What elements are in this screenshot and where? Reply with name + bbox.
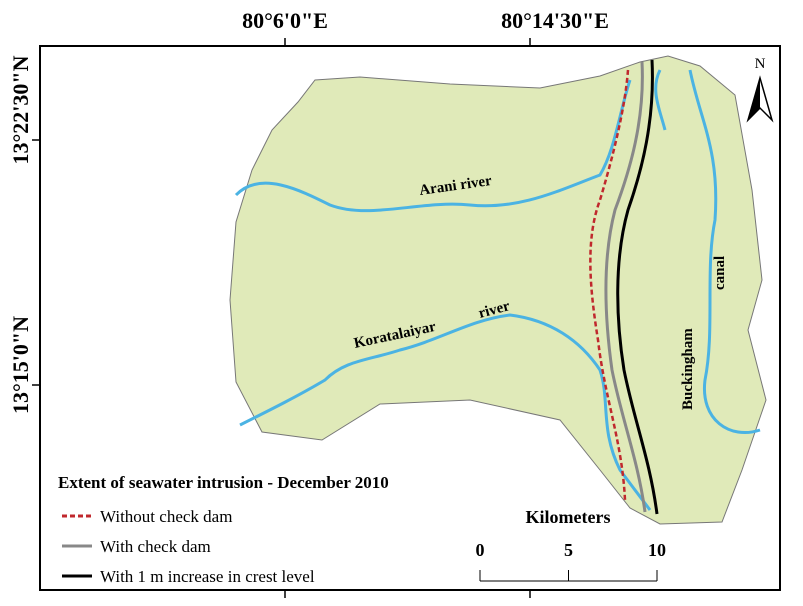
top-coord: 80°14'30"E (501, 8, 609, 33)
scale-tick-label: 10 (648, 540, 666, 560)
rivers (234, 69, 761, 511)
river-label: river (477, 298, 512, 322)
left-coord: 13°22'30"N (8, 55, 33, 164)
graticule-ticks (32, 38, 531, 598)
line-crest-increase (616, 59, 659, 515)
scale-bar: Kilometers 0 5 10 (476, 507, 666, 582)
legend-item: Without check dam (100, 507, 232, 526)
left-coord: 13°15'0"N (8, 316, 33, 414)
legend: Without check dam With check dam With 1 m … (62, 507, 315, 586)
legend-item: With 1 m increase in crest level (100, 567, 315, 586)
legend-title: Extent of seawater intrusion - December … (58, 473, 389, 492)
canal-label: canal (712, 256, 728, 290)
north-arrow: N (746, 56, 774, 123)
top-coord: 80°6'0"E (242, 8, 328, 33)
scale-tick-label: 5 (564, 540, 573, 560)
scale-tick-label: 0 (476, 540, 485, 560)
canal-label: Buckingham (680, 328, 696, 410)
line-without-dam (589, 69, 630, 501)
legend-item: With check dam (100, 537, 211, 556)
scale-title: Kilometers (526, 507, 611, 527)
line-with-dam (604, 61, 647, 513)
north-label: N (755, 56, 766, 72)
